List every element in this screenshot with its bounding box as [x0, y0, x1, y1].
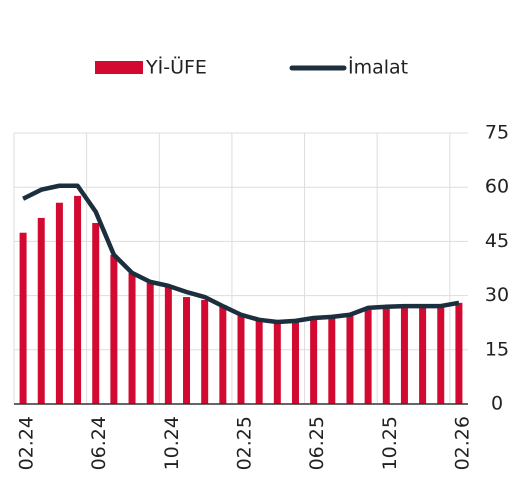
legend-swatch: [95, 61, 143, 74]
x-tick-label: 10.25: [379, 416, 401, 470]
y-tick-label: 0: [491, 393, 503, 415]
legend-label: Yİ-ÜFE: [145, 56, 207, 79]
bar: [92, 222, 100, 404]
bar: [37, 217, 45, 404]
bar: [55, 202, 63, 404]
legend-label: İmalat: [348, 56, 408, 79]
bar: [310, 319, 318, 404]
bar: [291, 321, 299, 404]
x-tick-label: 02.25: [234, 416, 256, 470]
x-tick-label: 02.26: [451, 416, 473, 470]
line: [22, 183, 460, 325]
x-tick-label: 06.24: [88, 416, 110, 470]
bar: [437, 306, 445, 404]
y-tick-label: 30: [485, 284, 509, 306]
bar: [128, 272, 136, 404]
bar: [164, 286, 172, 404]
bar: [273, 323, 281, 404]
y-tick-label: 15: [485, 338, 509, 360]
bar: [400, 307, 408, 404]
y-tick-label: 60: [485, 176, 509, 198]
bar: [419, 306, 427, 404]
bar: [328, 318, 336, 404]
bar: [201, 299, 209, 404]
bar: [19, 232, 27, 404]
bar: [382, 307, 390, 404]
x-tick-label: 02.24: [16, 416, 38, 470]
bar: [183, 297, 191, 404]
y-tick-label: 45: [485, 230, 509, 252]
bar: [346, 315, 354, 404]
y-tick-label: 75: [485, 122, 509, 144]
x-tick-label: 10.24: [161, 416, 183, 470]
bar: [237, 314, 245, 404]
bar: [74, 195, 82, 404]
bar: [219, 304, 227, 404]
bar: [110, 254, 118, 404]
bar: [364, 310, 372, 404]
bar: [455, 302, 463, 404]
bar: [255, 320, 263, 404]
x-tick-label: 06.25: [306, 416, 328, 470]
bar: [146, 282, 154, 404]
